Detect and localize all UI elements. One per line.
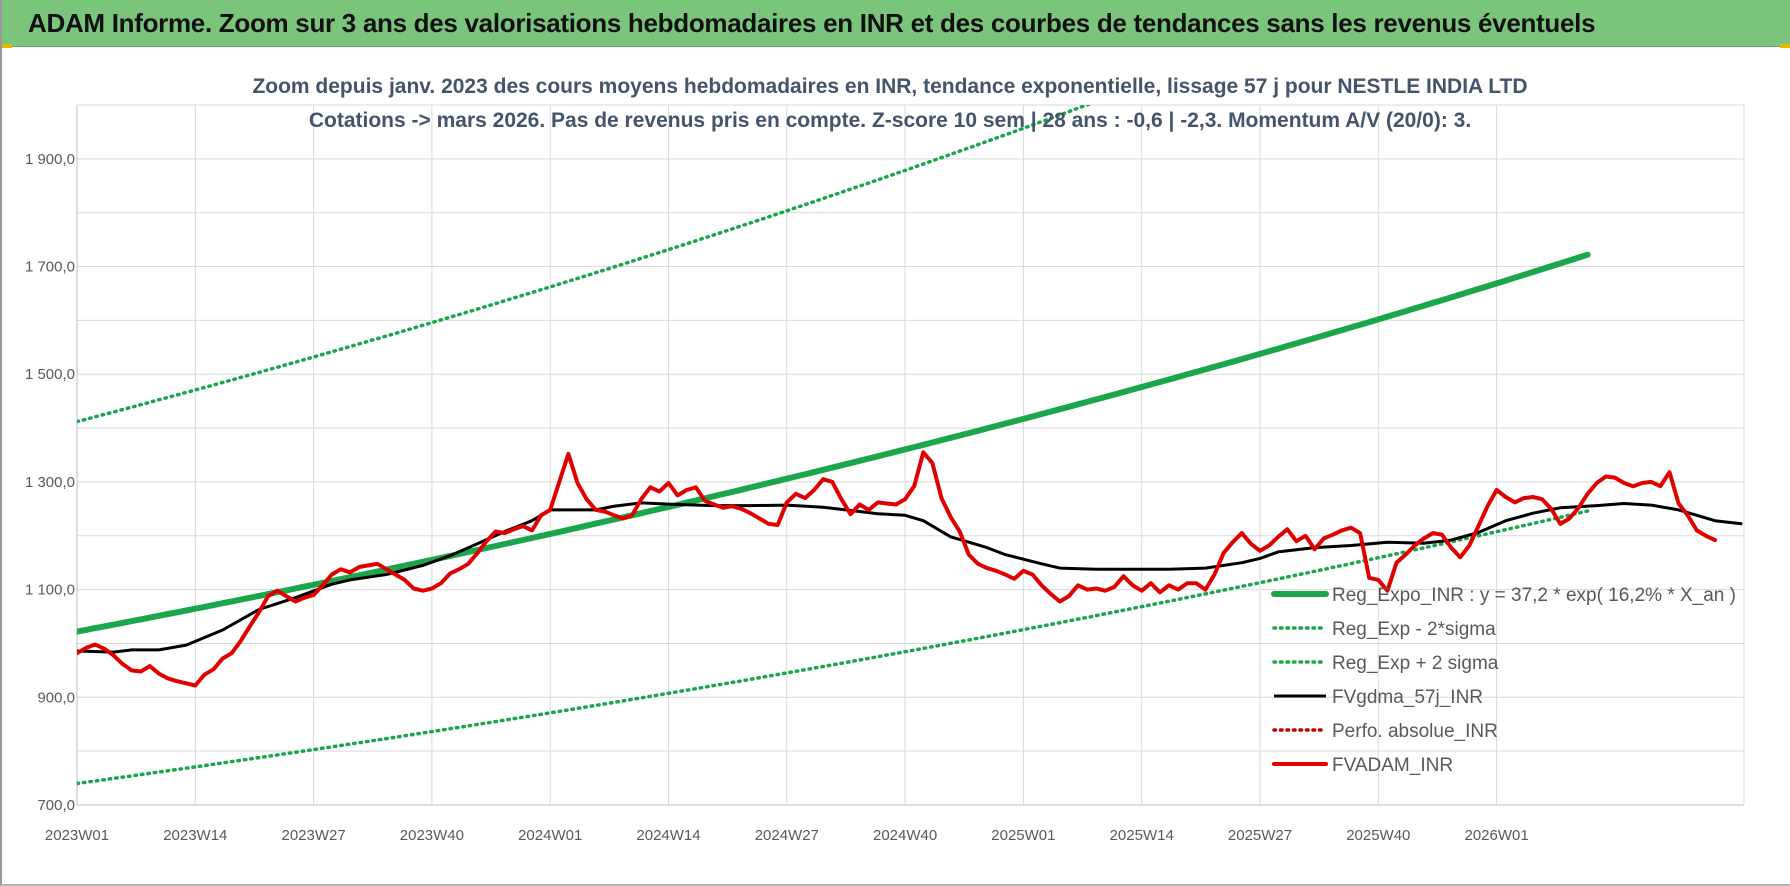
y-tick-label: 1 900,0 xyxy=(25,151,75,168)
legend-label: Reg_Exp + 2 sigma xyxy=(1332,653,1499,674)
series-line-2 xyxy=(77,105,1092,424)
x-tick-label: 2025W40 xyxy=(1346,827,1410,844)
x-tick-label: 2023W27 xyxy=(281,827,345,844)
series-line-3 xyxy=(77,501,1743,654)
y-tick-label: 1 100,0 xyxy=(25,582,75,599)
x-tick-label: 2024W40 xyxy=(873,827,937,844)
series-line-5 xyxy=(77,450,1717,688)
y-tick-label: 1 700,0 xyxy=(25,259,75,276)
chart-legend: Reg_Expo_INR : y = 37,2 * exp( 16,2% * X… xyxy=(1271,585,1736,776)
report-title: ADAM Informe. Zoom sur 3 ans des valoris… xyxy=(28,8,1596,38)
x-tick-label: 2025W01 xyxy=(991,827,1055,844)
x-axis: 2023W01 2023W14 2023W27 2023W40 2024W01 2024W… xyxy=(45,827,1529,844)
x-tick-label: 2023W01 xyxy=(45,827,109,844)
x-tick-label: 2024W27 xyxy=(755,827,819,844)
legend-label: Perfo. absolue_INR xyxy=(1332,721,1498,742)
x-tick-label: 2023W14 xyxy=(163,827,227,844)
chart-area xyxy=(2,48,1790,884)
x-tick-label: 2025W14 xyxy=(1110,827,1174,844)
y-tick-label: 700,0 xyxy=(37,797,75,814)
x-tick-label: 2024W14 xyxy=(636,827,700,844)
y-tick-label: 900,0 xyxy=(37,689,75,706)
x-tick-label: 2023W40 xyxy=(400,827,464,844)
x-tick-label: 2026W01 xyxy=(1464,827,1528,844)
legend-label: FVgdma_57j_INR xyxy=(1332,687,1483,708)
y-tick-label: 1 500,0 xyxy=(25,366,75,383)
chart-series xyxy=(77,105,1743,786)
legend-label: Reg_Expo_INR : y = 37,2 * exp( 16,2% * X… xyxy=(1332,585,1736,606)
series-line-0 xyxy=(77,251,1591,635)
x-tick-label: 2025W27 xyxy=(1228,827,1292,844)
y-axis: 700,0 900,0 1 100,0 1 300,0 1 500,0 1 700,0 1 … xyxy=(25,151,75,814)
x-tick-label: 2024W01 xyxy=(518,827,582,844)
chart-title-line-1: Zoom depuis janv. 2023 des cours moyens … xyxy=(252,75,1527,98)
legend-label: Reg_Exp - 2*sigma xyxy=(1332,619,1496,640)
legend-label: FVADAM_INR xyxy=(1332,755,1453,776)
chart-title-line-2: Cotations -> mars 2026. Pas de revenus p… xyxy=(309,109,1471,132)
report-banner: ADAM Informe. Zoom sur 3 ans des valoris… xyxy=(2,0,1790,47)
chart-grid xyxy=(76,104,1745,806)
y-tick-label: 1 300,0 xyxy=(25,474,75,491)
series-line-1 xyxy=(77,509,1590,786)
corner-marker-right xyxy=(1780,44,1790,48)
corner-marker-left xyxy=(2,44,12,48)
